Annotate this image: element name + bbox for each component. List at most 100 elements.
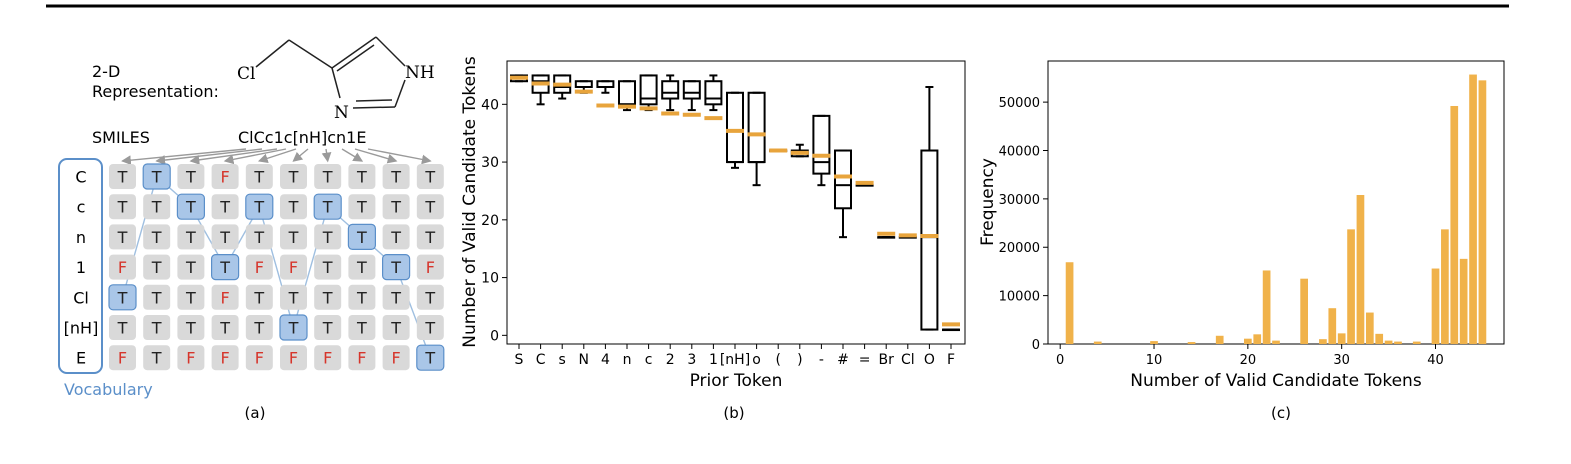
grid-cell-value: T	[219, 198, 230, 217]
x-tick-label-c: 40	[1427, 353, 1444, 368]
histogram-bar	[1384, 340, 1393, 344]
grid-cell	[143, 284, 171, 310]
grid-cell	[176, 193, 205, 220]
vocab-token: Cl	[73, 288, 89, 307]
histogram-bar	[1150, 341, 1158, 344]
box-body	[834, 149, 852, 210]
grid-cell-value: F	[391, 349, 400, 368]
grid-cell	[314, 284, 342, 310]
grid-cell-value: F	[255, 349, 264, 368]
grid-cell-value: T	[219, 319, 230, 338]
grid-cell-value: T	[253, 198, 264, 217]
grid-cell	[416, 164, 444, 189]
grid-cell-value: T	[424, 168, 435, 187]
grid-cell	[143, 224, 171, 250]
grid-cell	[314, 345, 342, 371]
grid-cell	[382, 284, 410, 310]
x-tick-label-c: 0	[1056, 353, 1064, 368]
grid-cell	[245, 284, 273, 310]
smiles-string: ClCc1c[nH]cn1E	[238, 128, 366, 147]
y-tick-label-c: 10000	[999, 290, 1040, 305]
grid-cell	[211, 254, 240, 281]
grid-cell	[245, 315, 273, 340]
y-axis-label-b: Number of Valid Candidate Tokens	[460, 56, 480, 348]
x-tick-label-b: #	[837, 352, 849, 368]
grid-cell	[108, 284, 137, 311]
smiles-arrow	[155, 148, 263, 165]
grid-cell	[245, 345, 273, 371]
y-axis-label-c: Frequency	[978, 158, 998, 246]
grid-cell-value: F	[357, 349, 366, 368]
box-body	[661, 80, 680, 100]
grid-cell	[347, 223, 376, 250]
x-tick-label-c: 10	[1146, 353, 1163, 368]
histogram-bar	[1272, 340, 1280, 344]
x-tick-label-b: C	[536, 352, 546, 368]
grid-cell-value: T	[322, 288, 333, 307]
grid-cell-value: T	[322, 228, 333, 247]
grid-cell	[280, 284, 307, 310]
histogram-bar	[1065, 262, 1074, 344]
atom-n: N	[334, 103, 349, 123]
histogram-bar	[1469, 74, 1477, 345]
y-tick-label-b: 0	[490, 328, 499, 344]
grid-cell	[211, 194, 239, 220]
grid-cell-value: F	[220, 168, 229, 187]
grid-cell	[109, 315, 136, 340]
grid-cell-value: T	[390, 228, 401, 247]
vocab-token: n	[76, 228, 86, 247]
grid-cell	[245, 164, 273, 189]
caption-b: (b)	[723, 404, 744, 422]
grid-cell-value: F	[289, 258, 298, 277]
smiles-arrow	[257, 148, 297, 164]
grid-cell-value: T	[424, 319, 435, 338]
x-tick-label-c: 20	[1240, 353, 1257, 368]
grid-cell	[348, 345, 376, 371]
histogram-bar	[1319, 339, 1327, 344]
box-body	[639, 74, 658, 106]
grid-cell	[348, 254, 376, 280]
grid-cell-value: T	[185, 168, 196, 187]
grid-cell-value: T	[288, 198, 299, 217]
box-body	[920, 149, 939, 331]
grid-cell	[382, 254, 411, 281]
grid-cell-value: T	[117, 198, 128, 217]
grid-cell	[177, 315, 205, 340]
grid-cell-value: T	[185, 288, 196, 307]
grid-cell	[143, 315, 171, 340]
x-tick-label-b: s	[559, 352, 566, 368]
grid-cell-value: F	[323, 349, 332, 368]
grid-cell	[382, 345, 410, 371]
grid-cell-value: T	[390, 168, 401, 187]
grid-cell	[348, 315, 376, 340]
grid-cell	[245, 254, 273, 280]
grid-cell-value: T	[322, 258, 333, 277]
x-tick-label-b: o	[752, 352, 761, 368]
x-tick-label-b: [nH]	[720, 352, 750, 368]
x-tick-label-b: N	[579, 352, 589, 368]
y-tick-label-b: 30	[481, 155, 499, 171]
grid-cell-value: T	[253, 168, 264, 187]
grid-cell	[211, 284, 239, 310]
grid-cell-value: T	[424, 349, 435, 368]
smiles-label: SMILES	[92, 128, 150, 147]
y-tick-label-b: 20	[481, 213, 499, 229]
grid-cell	[177, 164, 205, 189]
vocab-token: E	[76, 349, 86, 368]
x-tick-label-b: 2	[666, 352, 675, 368]
x-tick-label-b: )	[797, 352, 802, 368]
grid-cell	[314, 164, 342, 189]
plot-frame-b	[506, 60, 966, 345]
grid-cell-value: F	[118, 349, 127, 368]
vocab-token: [nH]	[64, 319, 99, 338]
histogram-bar	[1412, 341, 1421, 344]
grid-cell-value: T	[424, 228, 435, 247]
grid-cell-value: T	[322, 319, 333, 338]
grid-cell	[280, 345, 307, 371]
box-body	[747, 91, 766, 164]
grid-cell	[280, 224, 307, 250]
histogram-bar	[1431, 268, 1440, 344]
grid-cell	[245, 224, 273, 250]
grid-cell	[382, 224, 410, 250]
grid-cell-value: T	[253, 228, 264, 247]
